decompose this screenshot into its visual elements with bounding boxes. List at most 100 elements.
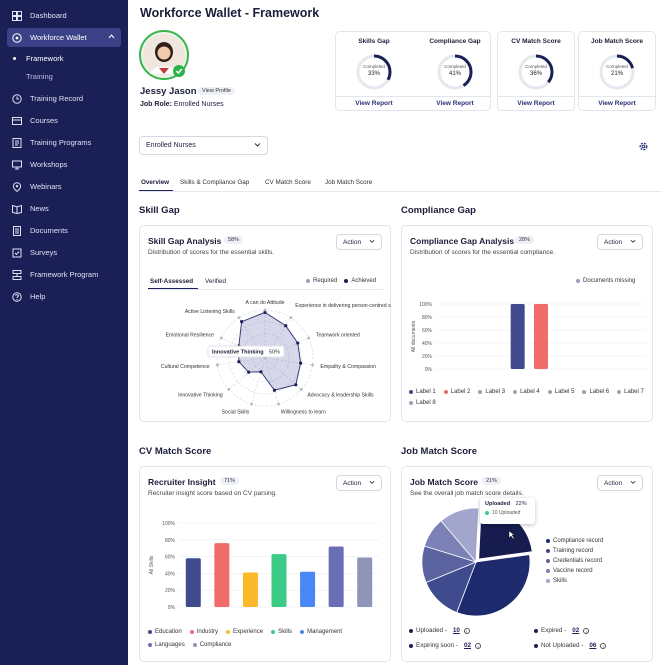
legend-item[interactable]: Label 3 xyxy=(478,389,505,395)
legend-item[interactable]: Training record xyxy=(546,548,603,554)
radar-point[interactable] xyxy=(294,383,298,387)
legend-item[interactable]: Industry xyxy=(189,629,218,635)
chevron-up-icon[interactable] xyxy=(108,33,115,42)
bar-experience[interactable] xyxy=(242,572,258,607)
legend-item[interactable]: Credentials record xyxy=(546,558,603,564)
tab-job-match-score[interactable]: Job Match Score xyxy=(325,179,373,186)
bar-compliance[interactable] xyxy=(357,557,373,607)
sidebar-item-workshops[interactable]: Workshops xyxy=(7,155,121,174)
legend-item[interactable]: Compliance xyxy=(192,642,231,648)
radar-point[interactable] xyxy=(299,361,303,365)
radar-spoke xyxy=(264,357,313,366)
sidebar-item-workforce-wallet[interactable]: Workforce Wallet xyxy=(7,28,121,47)
help-icon xyxy=(11,291,22,302)
sidebar-subitem-training[interactable]: Training xyxy=(26,72,53,81)
radar-point[interactable] xyxy=(247,370,251,374)
compliance-action-button[interactable]: Action xyxy=(597,234,643,250)
legend-item[interactable]: Label 8 xyxy=(409,400,436,406)
bar-education[interactable] xyxy=(185,558,201,607)
tab-skills-compliance-gap[interactable]: Skills & Compliance Gap xyxy=(180,179,250,186)
legend-item[interactable]: Label 4 xyxy=(513,389,540,395)
radar-point[interactable] xyxy=(240,320,244,324)
job-desc: See the overall job match score details. xyxy=(410,490,524,497)
info-icon[interactable]: i xyxy=(600,642,607,649)
legend-item[interactable]: Management xyxy=(300,629,342,635)
radar-required-point xyxy=(289,316,293,320)
gauge-label: Completed xyxy=(525,64,547,69)
gauge-progress xyxy=(437,54,473,90)
radar-point[interactable] xyxy=(259,370,263,374)
stat-value[interactable]: 02 xyxy=(572,627,580,634)
legend-item[interactable]: Education xyxy=(148,629,182,635)
view-report-link[interactable]: View Report xyxy=(355,100,393,107)
radar-axis-label: Emotional Resilience xyxy=(166,333,215,339)
info-icon[interactable]: i xyxy=(475,642,482,649)
sidebar-item-training-programs[interactable]: Training Programs xyxy=(7,133,121,152)
tab-overview[interactable]: Overview xyxy=(141,179,170,186)
legend-item[interactable]: Skills xyxy=(271,629,292,635)
view-profile-button[interactable]: View Profile xyxy=(198,87,235,95)
bar-industry[interactable] xyxy=(214,543,230,607)
radar-required-point xyxy=(307,336,311,340)
radar-required-point xyxy=(237,316,241,320)
bar-languages[interactable] xyxy=(328,546,344,607)
legend-item[interactable]: Label 7 xyxy=(617,389,644,395)
gear-icon[interactable] xyxy=(638,139,649,157)
radar-point[interactable] xyxy=(263,310,267,314)
stat-value[interactable]: 02 xyxy=(464,642,472,649)
view-report-link[interactable]: View Report xyxy=(436,100,474,107)
info-icon[interactable]: i xyxy=(583,627,590,634)
legend-item[interactable]: Compliance record xyxy=(546,538,603,544)
legend-item[interactable]: Label 1 xyxy=(409,389,436,395)
sidebar-item-framework-program[interactable]: Framework Program xyxy=(7,265,121,284)
bar-label-2[interactable] xyxy=(534,304,548,369)
sidebar-item-news[interactable]: News xyxy=(7,199,121,218)
radar-point[interactable] xyxy=(272,388,277,392)
stat-value[interactable]: 10 xyxy=(452,627,460,634)
legend-item[interactable]: Label 5 xyxy=(547,389,574,395)
view-report-link[interactable]: View Report xyxy=(517,100,555,107)
bar-management[interactable] xyxy=(300,571,316,607)
y-tick-label: 40% xyxy=(422,341,433,347)
sidebar-item-training-record[interactable]: Training Record xyxy=(7,89,121,108)
radar-point[interactable] xyxy=(237,360,241,364)
surveys-icon xyxy=(11,247,22,258)
radar-point[interactable] xyxy=(284,324,288,328)
cv-action-button[interactable]: Action xyxy=(336,475,382,491)
sidebar-item-help[interactable]: Help xyxy=(7,287,121,306)
gauge-ring xyxy=(437,54,473,90)
tab-cv-match-score[interactable]: CV Match Score xyxy=(265,179,311,186)
info-icon[interactable]: i xyxy=(463,627,470,634)
view-report-link[interactable]: View Report xyxy=(598,100,636,107)
sidebar-subitem-framework[interactable]: Framework xyxy=(13,54,64,63)
bar-label-1[interactable] xyxy=(510,304,525,369)
stat-value[interactable]: 06 xyxy=(589,642,597,649)
radar-axis-label: Experience in delivering person-centred … xyxy=(295,303,391,309)
chevron-down-icon xyxy=(630,238,636,246)
pie-slice-skills[interactable] xyxy=(440,507,480,564)
pie-slice-compliance-record[interactable] xyxy=(456,554,531,617)
bar-skills[interactable] xyxy=(271,554,287,607)
sidebar-item-dashboard[interactable]: Dashboard xyxy=(7,6,121,25)
tab-verified[interactable]: Verified xyxy=(205,278,227,285)
sidebar-item-surveys[interactable]: Surveys xyxy=(7,243,121,262)
legend-item[interactable]: Experience xyxy=(226,629,263,635)
tab-self-assessed[interactable]: Self-Assessed xyxy=(150,278,194,285)
legend-item[interactable]: Label 2 xyxy=(443,389,470,395)
sidebar-item-courses[interactable]: Courses xyxy=(7,111,121,130)
job-role-select[interactable]: Enrolled Nurses xyxy=(139,136,268,155)
legend-item[interactable]: Vaccine record xyxy=(546,568,603,574)
radar-point[interactable] xyxy=(296,341,300,345)
y-tick-label: 80% xyxy=(422,315,433,321)
stat-item: Uploaded -10 i xyxy=(409,627,470,634)
legend-item[interactable]: Languages xyxy=(148,642,185,648)
legend-item[interactable]: Label 6 xyxy=(582,389,609,395)
job-action-button[interactable]: Action xyxy=(597,475,643,491)
sidebar-item-documents[interactable]: Documents xyxy=(7,221,121,240)
compliance-desc: Distribution of scores for the essential… xyxy=(410,249,555,256)
job-match-heading: Job Match Score xyxy=(401,446,478,457)
compliance-legend: Documents missing xyxy=(576,278,635,284)
sidebar-item-webinars[interactable]: Webinars xyxy=(7,177,121,196)
skill-action-button[interactable]: Action xyxy=(336,234,382,250)
legend-item[interactable]: Skills xyxy=(546,578,603,584)
